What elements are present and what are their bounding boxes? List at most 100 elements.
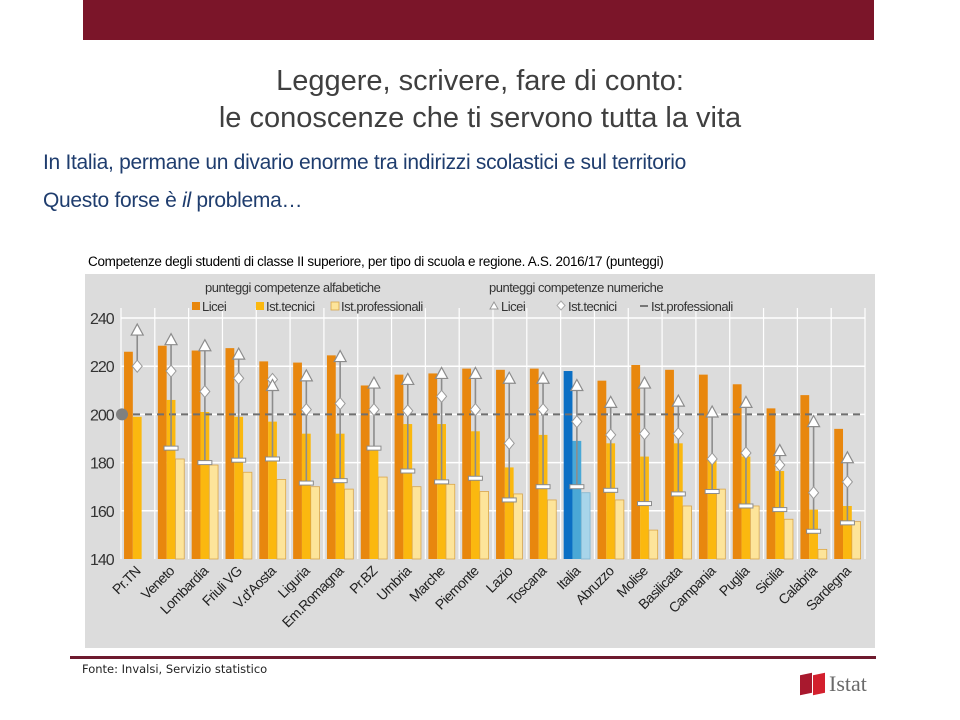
marker-tecnici xyxy=(503,436,515,451)
x-tick-label: Abruzzo xyxy=(572,562,617,607)
bar-tecnici xyxy=(234,416,244,559)
marker-professionali xyxy=(231,457,247,463)
legend-label: Ist.tecnici xyxy=(266,299,315,314)
marker-tecnici xyxy=(435,389,448,404)
marker-professionali xyxy=(434,479,450,485)
marker-professionali xyxy=(197,460,213,466)
marker-licei xyxy=(434,366,449,380)
bar-licei xyxy=(157,345,167,559)
bar-tecnici xyxy=(335,433,345,559)
marker-licei xyxy=(400,372,415,386)
bar-tecnici xyxy=(268,421,277,559)
bar-licei xyxy=(293,362,302,559)
logo-text: Istat xyxy=(829,671,867,696)
bar-licei xyxy=(124,351,133,559)
marker-professionali xyxy=(366,445,382,451)
chart-title-unit: (punteggi) xyxy=(605,254,664,269)
logo-mark-left xyxy=(800,672,812,696)
bar-professionali xyxy=(851,521,862,560)
marker-professionali xyxy=(535,484,551,490)
bar-licei xyxy=(597,380,607,559)
marker-professionali xyxy=(163,445,179,451)
bar-tecnici xyxy=(403,424,413,559)
marker-licei xyxy=(231,346,246,360)
bar-licei xyxy=(800,395,810,559)
legend-heading-numeriche: punteggi competenze numeriche xyxy=(489,280,663,295)
y-tick-label: 220 xyxy=(90,359,115,376)
marker-licei xyxy=(603,395,618,408)
bar-licei xyxy=(834,428,844,559)
subtitle-text-pre: Questo forse è xyxy=(43,189,183,212)
slide-title-line2: le conoscenze che ti servono tutta la vi… xyxy=(218,102,742,134)
source-note: Fonte: Invalsi, Servizio statistico xyxy=(82,662,268,676)
x-tick-label: Umbria xyxy=(373,562,414,603)
bar-tecnici xyxy=(707,460,717,559)
marker-licei xyxy=(738,395,753,408)
marker-professionali xyxy=(265,456,281,462)
marker-tecnici xyxy=(638,426,651,441)
bar-professionali xyxy=(344,488,354,560)
y-tick-label: 140 xyxy=(90,552,115,569)
bar-professionali xyxy=(749,505,760,560)
marker-tecnici xyxy=(537,402,549,417)
bar-professionali xyxy=(411,486,422,560)
bar-licei xyxy=(394,374,404,559)
marker-professionali xyxy=(738,503,754,509)
marker-tecnici xyxy=(165,364,177,378)
legend-label: Ist.professionali xyxy=(651,299,733,314)
bar-tecnici xyxy=(166,399,176,559)
chart-title: Competenze degli studenti di classe II s… xyxy=(88,254,664,269)
legend-label: Licei xyxy=(501,299,526,314)
marker-professionali xyxy=(839,520,855,526)
bar-tecnici xyxy=(369,450,379,559)
legend-swatch-licei xyxy=(192,302,200,310)
bar-professionali xyxy=(817,548,828,560)
marker-licei xyxy=(569,378,584,392)
bar-licei xyxy=(225,348,235,559)
bar-licei xyxy=(462,368,472,559)
bar-professionali xyxy=(377,476,388,560)
bar-licei xyxy=(428,373,438,559)
marker-professionali xyxy=(501,497,517,503)
bar-licei xyxy=(698,374,708,559)
istat-logo: Istat xyxy=(798,671,878,699)
marker-professionali xyxy=(772,507,788,513)
legend-swatch-professionali xyxy=(330,301,340,311)
bar-professionali xyxy=(242,471,253,560)
marker-tecnici xyxy=(706,452,718,466)
marker-licei xyxy=(366,375,381,389)
footer-rule xyxy=(70,656,876,659)
bar-licei xyxy=(259,361,269,559)
marker-tecnici xyxy=(605,428,617,442)
bar-tecnici xyxy=(606,443,616,559)
marker-tecnici xyxy=(774,458,786,472)
legend-heading-alfabetiche: punteggi competenze alfabetiche xyxy=(205,280,381,295)
marker-licei xyxy=(130,322,145,336)
marker-licei xyxy=(671,393,686,407)
reference-dot xyxy=(116,408,128,421)
bar-professionali xyxy=(580,492,591,560)
marker-tecnici xyxy=(233,371,245,386)
bar-tecnici xyxy=(809,509,818,559)
y-tick-label: 240 xyxy=(90,311,115,328)
marker-professionali xyxy=(603,487,619,493)
bar-professionali xyxy=(682,505,692,560)
marker-professionali xyxy=(704,489,720,495)
bar-professionali xyxy=(513,493,523,560)
bar-licei xyxy=(766,408,776,559)
legend-marker-triangle xyxy=(489,300,499,310)
marker-licei xyxy=(299,368,314,382)
marker-licei xyxy=(772,443,787,457)
bar-licei xyxy=(191,350,201,559)
marker-professionali xyxy=(298,480,314,486)
bar-tecnici xyxy=(504,467,514,559)
bar-tecnici xyxy=(640,456,649,559)
bar-tecnici xyxy=(200,411,210,559)
slide-subtitle-line1: In Italia, permane un divario enorme tra… xyxy=(43,151,687,174)
marker-tecnici xyxy=(740,446,752,460)
marker-licei xyxy=(536,370,551,384)
header-band xyxy=(83,0,874,40)
bar-professionali xyxy=(175,458,185,560)
slide-subtitle-line2: Questo forse è il problema… xyxy=(43,188,303,214)
